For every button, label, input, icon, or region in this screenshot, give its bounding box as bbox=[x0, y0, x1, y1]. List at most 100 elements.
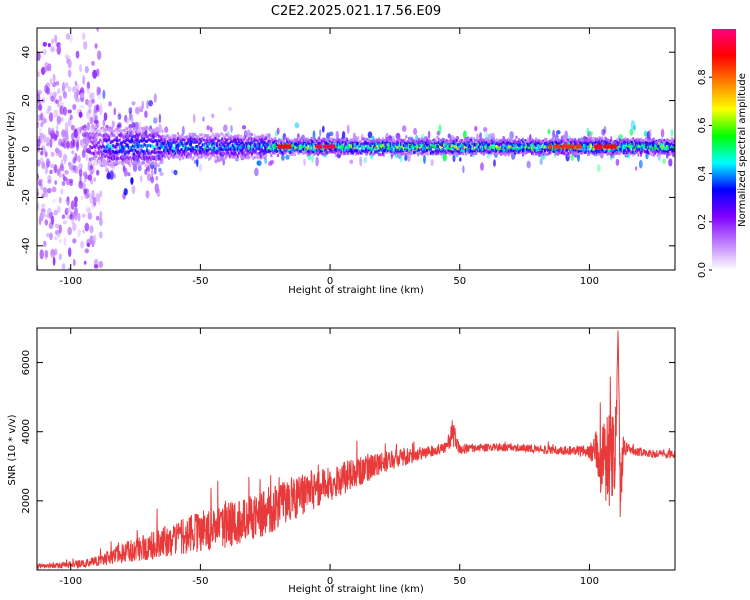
spectrogram-cell bbox=[297, 141, 300, 145]
spectrogram-cell bbox=[633, 150, 636, 154]
spectrogram-cell bbox=[598, 142, 601, 146]
spectrogram-cell bbox=[97, 150, 100, 154]
spectrogram-cell bbox=[357, 148, 360, 152]
spectrogram-cell bbox=[603, 148, 606, 152]
spectrogram-cell bbox=[423, 139, 426, 143]
spectrogram-cell bbox=[462, 165, 465, 174]
spectrogram-cell bbox=[660, 138, 663, 142]
spectrogram-cell bbox=[139, 129, 142, 133]
spectrogram-cell bbox=[379, 147, 382, 151]
spectrogram-cell bbox=[108, 155, 111, 159]
spectrogram-cell bbox=[615, 148, 618, 152]
spectrogram-cell bbox=[193, 138, 196, 142]
spectrogram-cell bbox=[248, 151, 251, 155]
spectrogram-cell bbox=[174, 143, 177, 147]
spectrogram-cell bbox=[476, 144, 479, 148]
spectrogram-cell bbox=[427, 146, 430, 150]
spectrogram-cell bbox=[99, 144, 102, 148]
spectrogram-cell bbox=[133, 161, 135, 165]
spectrogram-cell bbox=[273, 145, 275, 149]
spectrogram-cell bbox=[247, 134, 250, 138]
spectrogram-cell bbox=[415, 144, 418, 148]
spectrogram-cell bbox=[230, 151, 233, 155]
spectrogram-cell bbox=[187, 152, 190, 156]
spectrogram-cell bbox=[104, 128, 107, 132]
spectrogram-cell bbox=[70, 212, 76, 220]
spectrogram-cell bbox=[640, 137, 642, 141]
spectrogram-cell bbox=[464, 148, 467, 152]
spectrogram-cell bbox=[401, 149, 404, 153]
spectrogram-cell bbox=[337, 140, 340, 144]
spectrogram-cell bbox=[113, 138, 116, 142]
spectrogram-cell bbox=[617, 152, 620, 155]
spectrogram-cell bbox=[92, 197, 97, 206]
spectrogram-cell bbox=[173, 147, 176, 150]
spectrogram-cell bbox=[634, 166, 638, 171]
spectrogram-cell bbox=[269, 149, 272, 153]
spectrogram-cell bbox=[125, 160, 128, 164]
spectrogram-cell bbox=[625, 138, 628, 142]
spectrogram-cell bbox=[223, 135, 226, 139]
spectrogram-cell bbox=[120, 149, 122, 152]
spectrogram-cell bbox=[291, 141, 294, 145]
spectrogram-cell bbox=[541, 149, 544, 153]
spectrogram-cell bbox=[637, 144, 640, 148]
spectrogram-cell bbox=[249, 150, 252, 154]
spectrogram-cell bbox=[175, 144, 178, 148]
spectrogram-cell bbox=[335, 149, 338, 153]
spectrogram-cell bbox=[300, 146, 303, 150]
spectrogram-cell bbox=[168, 143, 170, 147]
spectrogram-cell bbox=[87, 174, 93, 181]
spectrogram-cell bbox=[461, 144, 463, 148]
spectrogram-cell bbox=[77, 319, 82, 326]
spectrogram-cell bbox=[262, 149, 265, 153]
spectrogram-cell bbox=[82, 75, 86, 85]
spectrogram-cell bbox=[575, 152, 578, 156]
spectrogram-cell bbox=[627, 149, 629, 153]
spectrogram-cell bbox=[177, 137, 179, 141]
spectrogram-cell bbox=[94, 149, 97, 153]
spectrogram-cell bbox=[92, 139, 95, 143]
spectrogram-cell bbox=[96, 159, 99, 163]
spectrogram-cell bbox=[349, 149, 352, 152]
spectrogram-cell bbox=[234, 140, 237, 144]
spectrogram-cell bbox=[86, 206, 91, 213]
spectrogram-cell bbox=[184, 148, 187, 152]
spectrogram-cell bbox=[200, 139, 203, 143]
spectrogram-cell bbox=[532, 142, 535, 146]
spectrogram-cell bbox=[352, 146, 355, 150]
spectrogram-cell bbox=[314, 149, 317, 153]
spectrogram-cell bbox=[538, 141, 541, 145]
spectrogram-cell bbox=[501, 152, 504, 156]
spectrogram-cell bbox=[564, 150, 567, 154]
spectrogram-cell bbox=[174, 154, 177, 158]
spectrogram-cell bbox=[89, 165, 94, 171]
spectrogram-cell bbox=[598, 150, 601, 154]
spectrogram-cell bbox=[435, 148, 438, 152]
spectrogram-cell bbox=[389, 142, 392, 146]
spectrogram-cell bbox=[387, 139, 390, 143]
spectrogram-cell bbox=[336, 140, 339, 144]
spectrogram-cell bbox=[158, 135, 161, 139]
spectrogram-cell bbox=[514, 143, 517, 147]
spectrogram-cell bbox=[127, 145, 130, 149]
spectrogram-cell bbox=[516, 148, 519, 152]
spectrogram-cell bbox=[204, 152, 207, 156]
spectrogram-cell bbox=[200, 150, 203, 154]
spectrogram-cell bbox=[345, 145, 348, 149]
spectrogram-cell bbox=[96, 145, 99, 149]
spectrogram-cell bbox=[205, 145, 208, 149]
spectrogram-cell bbox=[239, 142, 242, 145]
spectrogram-cell bbox=[660, 145, 663, 149]
spectrogram-cell bbox=[589, 143, 592, 147]
spectrogram-cell bbox=[638, 147, 641, 151]
spectrogram-cell bbox=[85, 98, 89, 106]
spectrogram-cell bbox=[260, 145, 262, 149]
spectrogram-cell bbox=[283, 151, 286, 155]
spectrogram-cell bbox=[110, 139, 113, 143]
spectrogram-cell bbox=[305, 143, 308, 147]
spectrogram-cell bbox=[92, 132, 95, 136]
spectrogram-cell bbox=[537, 141, 540, 145]
spectrogram-cell bbox=[173, 134, 176, 138]
